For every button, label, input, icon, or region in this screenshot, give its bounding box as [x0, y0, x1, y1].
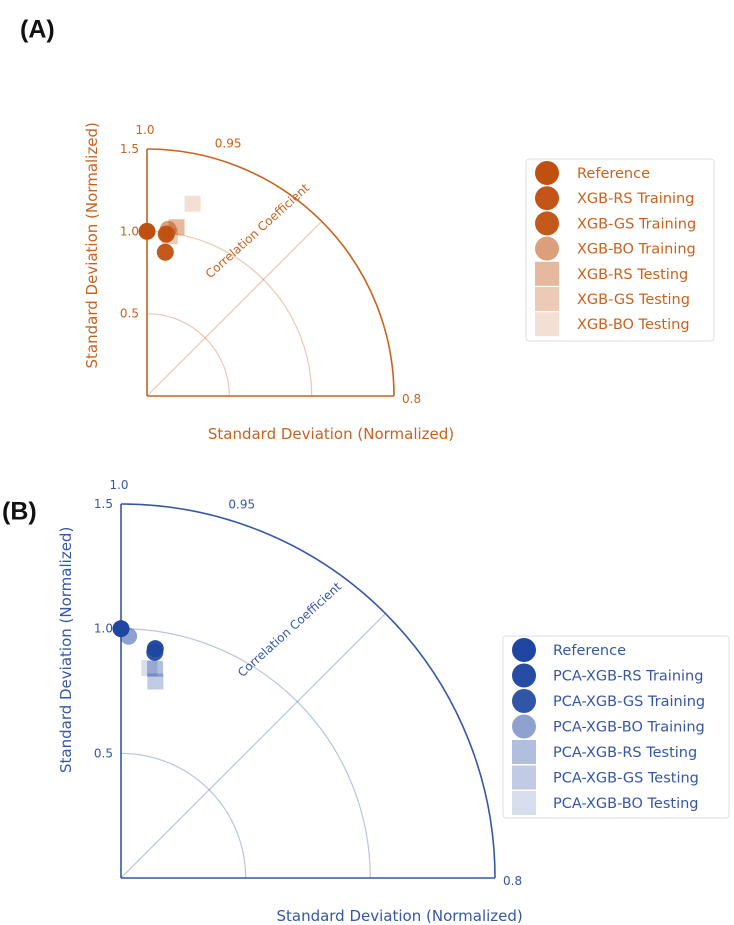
legend-label: XGB-RS Testing — [577, 267, 688, 283]
corr-tick-label: 0.8 — [402, 392, 421, 406]
std-dev-arc — [146, 313, 230, 397]
legend-marker — [535, 236, 559, 261]
y-tick-label: 0.5 — [120, 307, 139, 321]
legend-label: Reference — [577, 166, 650, 182]
x-axis-title: Standard Deviation (Normalized) — [208, 425, 454, 443]
legend-label: XGB-BO Testing — [577, 317, 690, 333]
y-tick-label: 1.0 — [120, 224, 139, 238]
corr-tick-label: 1.0 — [135, 123, 154, 137]
legend-marker — [535, 161, 559, 185]
panel-label: (B) — [2, 498, 37, 526]
legend-marker — [512, 740, 536, 764]
legend-label: PCA-XGB-RS Testing — [553, 745, 697, 761]
outer-arc — [146, 148, 395, 397]
legend-label: PCA-XGB-BO Training — [553, 720, 705, 736]
data-point — [161, 228, 178, 245]
outer-arc — [120, 503, 496, 879]
correlation-line — [120, 613, 386, 879]
std-dev-arc — [120, 752, 247, 879]
legend-marker — [512, 791, 536, 815]
y-tick-label: 1.5 — [94, 497, 113, 511]
legend-marker — [535, 261, 559, 286]
panel-b-taylor-diagram: (B) 0.5 1.0 1.5 1.0 0.95 0.8 Correlation Coeffi… — [2, 478, 730, 925]
legend-box — [525, 158, 715, 342]
data-point — [146, 643, 164, 661]
legend-marker — [512, 638, 536, 662]
y-tick-label: 1.5 — [120, 142, 139, 156]
std-dev-arc — [120, 628, 371, 879]
data-point — [141, 659, 158, 676]
legend-label: XGB-RS Training — [577, 191, 694, 207]
legend-marker — [535, 312, 559, 337]
corr-tick-label: 0.95 — [228, 498, 255, 512]
corr-tick-label: 0.95 — [215, 136, 242, 150]
legend-label: PCA-XGB-BO Testing — [553, 796, 699, 812]
corr-tick-label: 0.8 — [503, 874, 522, 888]
x-axis-title: Standard Deviation (Normalized) — [276, 907, 522, 925]
legend-marker — [512, 714, 536, 739]
legend-label: PCA-XGB-GS Training — [553, 694, 705, 710]
panel-a-taylor-diagram: (A) 0.5 1.0 1.5 1.0 0.95 0.8 Correlation Coeffi… — [20, 16, 715, 443]
legend-label: XGB-GS Testing — [577, 292, 690, 308]
legend-label: XGB-BO Training — [577, 242, 696, 258]
legend-marker — [512, 689, 536, 713]
data-point — [159, 220, 177, 238]
legend-marker — [535, 186, 559, 211]
data-point — [138, 222, 156, 240]
std-dev-arc — [146, 230, 313, 397]
legend-label: PCA-XGB-RS Training — [553, 669, 703, 685]
y-tick-label: 1.0 — [94, 622, 113, 636]
y-tick-label: 0.5 — [94, 746, 113, 760]
data-point — [184, 195, 201, 212]
legend-box — [502, 635, 730, 819]
corr-axis-title: Correlation Coefficient — [235, 579, 344, 679]
legend-marker — [512, 765, 536, 790]
legend-marker — [535, 211, 559, 236]
legend-label: PCA-XGB-GS Testing — [553, 771, 699, 787]
corr-tick-label: 1.0 — [109, 478, 128, 492]
data-point — [168, 219, 185, 236]
correlation-line — [146, 220, 323, 397]
y-axis-title: Standard Deviation (Normalized) — [83, 122, 101, 368]
data-point — [156, 243, 174, 261]
legend-label: XGB-GS Training — [577, 216, 696, 232]
legend-marker — [535, 287, 559, 311]
data-point — [120, 627, 138, 645]
y-axis-title: Standard Deviation (Normalized) — [57, 527, 75, 773]
legend-label: Reference — [553, 643, 626, 659]
corr-axis-title: Correlation Coefficient — [203, 181, 312, 281]
legend-marker — [512, 663, 536, 688]
data-point — [147, 673, 164, 690]
panel-label: (A) — [20, 16, 55, 44]
data-point — [147, 660, 164, 677]
